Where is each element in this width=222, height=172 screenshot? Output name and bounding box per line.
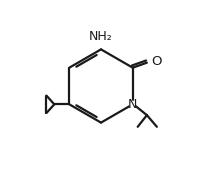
Text: O: O <box>151 55 162 68</box>
Text: NH₂: NH₂ <box>89 30 113 43</box>
Circle shape <box>130 101 136 107</box>
Text: N: N <box>128 98 137 111</box>
